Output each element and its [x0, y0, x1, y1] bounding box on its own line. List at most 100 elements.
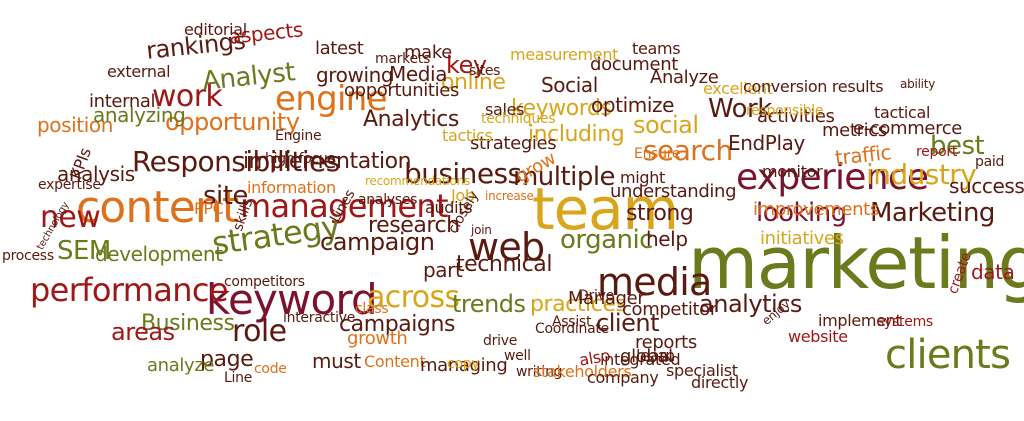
cloud-word: must: [312, 349, 361, 373]
cloud-word: analytics: [699, 290, 802, 318]
cloud-word: best: [930, 131, 985, 161]
cloud-word: join: [471, 223, 492, 237]
cloud-word: interactive: [283, 310, 356, 326]
cloud-word: initiatives: [760, 228, 844, 249]
cloud-word: Analyze: [650, 67, 719, 88]
cloud-word: looking: [756, 198, 847, 228]
cloud-word: e-commerce: [853, 118, 962, 139]
cloud-word: reports: [635, 332, 697, 353]
cloud-word: Responsibilities: [132, 145, 340, 178]
cloud-word: SEM: [57, 236, 111, 266]
cloud-word: practices: [530, 292, 627, 317]
cloud-word: global: [620, 346, 673, 367]
cloud-word: activities: [757, 106, 835, 127]
cloud-word: team: [532, 175, 679, 243]
cloud-word: search: [643, 134, 733, 167]
cloud-word: industry: [866, 158, 977, 191]
cloud-word: research: [368, 213, 460, 238]
cloud-word: across: [367, 280, 460, 315]
cloud-word: data: [971, 260, 1015, 284]
cloud-word: sites: [469, 63, 501, 79]
cloud-word: campaign: [320, 228, 435, 256]
cloud-word: campaigns: [339, 312, 455, 337]
cloud-word: tactical: [874, 103, 931, 122]
cloud-word: expertise: [38, 177, 101, 193]
cloud-word: latest: [315, 38, 364, 59]
cloud-word: role: [232, 314, 287, 349]
cloud-word: Engine: [275, 128, 322, 144]
cloud-word: online: [441, 70, 506, 95]
cloud-word: Business: [141, 311, 235, 336]
cloud-word: including: [528, 122, 625, 147]
cloud-word: conversion results: [743, 77, 884, 96]
cloud-word: engine: [275, 79, 388, 119]
cloud-word: well: [504, 348, 531, 364]
cloud-word: Content: [364, 352, 426, 371]
cloud-word: work: [152, 79, 223, 114]
cloud-word: competitor: [622, 299, 717, 320]
cloud-word: keywords: [511, 96, 612, 121]
cloud-word: management: [240, 187, 449, 225]
cloud-word: EndPlay: [728, 131, 805, 155]
cloud-word: Job: [451, 186, 475, 205]
cloud-word: site: [203, 181, 248, 211]
cloud-word: make: [404, 42, 452, 63]
cloud-word: Marketing: [870, 198, 995, 228]
cloud-word: excellent: [703, 79, 773, 98]
cloud-word: opportunities: [344, 80, 459, 101]
cloud-word: competitors: [224, 274, 305, 290]
cloud-word: marketing: [688, 221, 1024, 305]
cloud-word: report: [916, 144, 958, 160]
cloud-word: code: [254, 361, 287, 377]
cloud-word: media: [597, 260, 712, 304]
cloud-word: traffic: [833, 140, 893, 170]
cloud-word: high focus: [265, 151, 335, 167]
cloud-word: Manager: [568, 288, 645, 309]
cloud-word: stakeholders: [533, 362, 632, 381]
cloud-word: experience: [736, 157, 929, 198]
cloud-word: teams: [632, 39, 681, 58]
cloud-word: content: [76, 182, 239, 233]
cloud-word: strong: [626, 201, 694, 226]
cloud-word: position: [37, 113, 114, 137]
cloud-word: key: [446, 51, 487, 79]
cloud-word: paid: [975, 154, 1005, 170]
cloud-word: Coordinate: [535, 321, 609, 337]
cloud-word: implement: [818, 311, 902, 330]
cloud-word: Work: [708, 94, 772, 124]
cloud-word: implementation: [243, 149, 412, 174]
cloud-word: analyses: [358, 192, 418, 208]
cloud-word: PPC: [194, 199, 224, 218]
cloud-word: class: [355, 301, 389, 317]
cloud-word: part: [423, 258, 463, 282]
cloud-word: help: [646, 227, 688, 251]
cloud-word: document: [590, 54, 678, 75]
cloud-word: analyze: [147, 355, 215, 376]
cloud-word: measurement: [510, 45, 619, 64]
cloud-word: keyword: [206, 275, 378, 324]
cloud-word: audits: [425, 198, 473, 217]
cloud-word: opportunity: [165, 108, 300, 136]
cloud-word: growth: [347, 328, 408, 349]
cloud-word: recommendations: [365, 174, 470, 188]
cloud-word: Social: [541, 73, 598, 97]
cloud-word: improvements: [753, 199, 879, 220]
cloud-word: clients: [885, 332, 1011, 378]
cloud-word: analysis: [57, 162, 135, 186]
cloud-word: tactics: [442, 126, 493, 145]
cloud-word: analyzing: [93, 103, 186, 127]
cloud-word: ability: [900, 77, 936, 91]
cloud-word: organic: [560, 225, 653, 255]
cloud-word: Drive: [578, 288, 614, 304]
cloud-word: page: [200, 347, 254, 372]
cloud-word: optimize: [591, 93, 674, 117]
cloud-word: growing: [316, 63, 394, 87]
cloud-word: integrated: [600, 350, 681, 369]
cloud-word: increase: [485, 189, 534, 203]
cloud-word: new: [40, 200, 101, 235]
cloud-word: technical: [456, 252, 552, 277]
cloud-word: techniques: [481, 111, 556, 127]
cloud-word: directly: [691, 373, 749, 392]
cloud-word: drive: [483, 333, 518, 349]
